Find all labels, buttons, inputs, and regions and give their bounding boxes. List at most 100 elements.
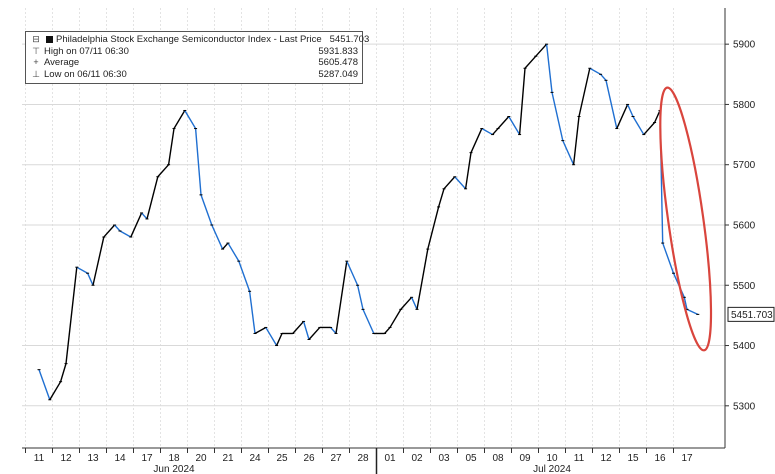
high-marker-icon: ⊤ [32,45,40,56]
price-segment [86,272,94,286]
price-segment [535,43,548,57]
month-label: Jul 2024 [533,464,571,474]
price-segment [518,68,526,135]
price-segment [184,110,197,129]
price-segment [643,122,656,136]
legend-label: High on 07/11 06:30 [44,45,129,57]
price-segment [437,188,445,208]
y-tick-label: 5600 [733,220,756,231]
price-segment [616,104,629,129]
legend-value: 5931.833 [318,45,358,57]
x-tick-label: 13 [87,453,99,464]
price-segment [384,326,391,334]
price-segment [362,309,375,334]
legend-value: 5451.703 [329,34,370,45]
price-segment [400,296,413,310]
price-segment [103,224,116,238]
x-tick-label: 11 [574,453,585,464]
x-tick-label: 17 [141,453,153,464]
x-tick-label: 27 [330,453,342,464]
price-segment [38,369,51,401]
price-segment [222,242,229,250]
legend-label: Philadelphia Stock Exchange Semiconducto… [56,34,322,45]
price-segment [410,297,418,310]
x-tick-label: 25 [276,453,288,464]
price-segment [157,164,170,178]
price-segment [600,73,607,81]
price-series [37,43,700,401]
price-segment [200,194,213,226]
price-segment [211,224,224,250]
price-segment [605,80,618,129]
price-segment [130,212,143,238]
price-segment [454,176,467,190]
x-tick-label: 14 [114,453,126,464]
x-tick-label: 12 [600,453,612,464]
price-segment [492,128,499,136]
legend: ⊟ Philadelphia Stock Exchange Semiconduct… [25,31,369,84]
price-segment [302,321,310,340]
x-tick-label: 20 [195,453,207,464]
price-segment [346,260,359,286]
ellipse-annotation-layer [659,86,713,352]
x-tick-label: 02 [411,453,423,464]
x-tick-label: 01 [384,453,396,464]
price-segment [330,326,337,334]
price-segment [167,128,175,165]
toggle-icon[interactable]: ⊟ [32,34,40,44]
x-tick-label: 15 [627,453,639,464]
x-tick-label: 11 [34,453,45,464]
month-label: Jun 2024 [153,464,195,474]
legend-value: 5287.049 [318,68,358,80]
y-tick-label: 5700 [733,160,756,171]
price-segment [194,128,202,195]
price-segment [146,176,159,220]
legend-row-average: + Average 5605.478 [30,57,358,69]
price-segment [653,110,661,123]
price-segment [551,92,564,141]
y-axis: 5300 5400 5500 5600 5700 5800 5900 5451.703 [724,8,775,448]
legend-row-low: ⊥ Low on 06/11 06:30 5287.049 [30,69,358,81]
x-tick-label: 18 [168,453,180,464]
price-segment [578,68,591,117]
y-tick-label: 5500 [733,281,756,292]
x-tick-label: 21 [222,453,234,464]
price-segment [114,224,121,232]
x-tick-label: 10 [546,453,558,464]
price-segment [497,116,510,130]
price-segment [572,116,580,165]
x-tick-label: 24 [249,453,261,464]
price-segment [662,242,675,274]
price-segment [292,320,305,334]
legend-row-high: ⊤ High on 07/11 06:30 5931.833 [30,46,358,58]
legend-row-last-price: ⊟ Philadelphia Stock Exchange Semiconduct… [30,34,369,46]
last-price-tag [727,306,775,322]
price-segment [65,267,78,364]
legend-label: Low on 06/11 06:30 [44,68,127,80]
price-segment [545,44,553,93]
price-segment [265,327,278,346]
price-segment [173,110,186,129]
low-marker-icon: ⊥ [32,68,40,79]
price-segment [427,206,440,250]
price-segment [683,297,688,310]
price-segment [335,261,348,334]
price-segment [227,242,240,262]
x-tick-label: 16 [654,453,666,464]
price-segment [416,248,429,310]
price-segment [119,230,132,238]
x-tick-label: 26 [303,453,315,464]
x-tick-label: 17 [681,453,693,464]
price-segment [275,333,283,346]
price-segment [238,260,251,292]
y-tick-label: 5800 [733,100,756,111]
price-segment [92,236,105,286]
last-price-label: 5451.703 [731,310,773,321]
x-tick-label: 08 [492,453,504,464]
price-segment [308,326,321,340]
price-segment [562,140,575,165]
y-tick-label: 5300 [733,401,756,412]
price-segment [389,309,402,328]
average-marker-icon: + [33,57,39,67]
price-segment [443,176,456,190]
